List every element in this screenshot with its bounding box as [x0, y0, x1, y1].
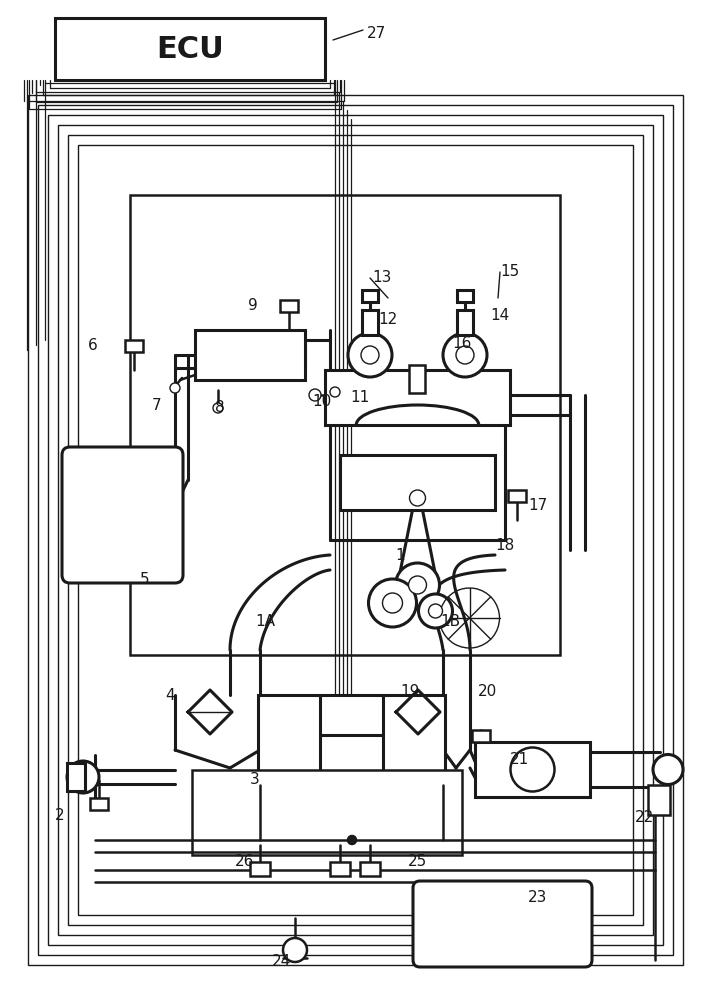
Circle shape — [67, 761, 99, 793]
Text: 1A: 1A — [255, 614, 275, 630]
Circle shape — [348, 333, 392, 377]
Circle shape — [368, 579, 417, 627]
Bar — [508, 490, 526, 502]
Circle shape — [653, 754, 683, 784]
Bar — [192, 770, 462, 855]
Circle shape — [429, 604, 442, 618]
Text: 27: 27 — [367, 25, 386, 40]
Text: 22: 22 — [635, 810, 654, 826]
Circle shape — [330, 387, 340, 397]
Circle shape — [418, 594, 452, 628]
Bar — [250, 862, 270, 876]
Circle shape — [309, 389, 321, 401]
Bar — [67, 763, 85, 791]
FancyBboxPatch shape — [62, 447, 183, 583]
Bar — [325, 370, 510, 425]
Circle shape — [510, 748, 555, 792]
Text: 21: 21 — [510, 752, 529, 768]
Bar — [475, 742, 590, 797]
Text: 2: 2 — [55, 808, 65, 822]
Text: 20: 20 — [478, 684, 497, 700]
Text: 8: 8 — [215, 400, 224, 416]
Circle shape — [456, 346, 474, 364]
Bar — [330, 862, 350, 876]
Circle shape — [348, 836, 356, 844]
Text: 14: 14 — [490, 308, 509, 322]
Bar — [457, 290, 473, 302]
Text: 18: 18 — [495, 538, 514, 552]
Circle shape — [213, 403, 223, 413]
Bar — [48, 115, 663, 945]
Text: 7: 7 — [152, 397, 162, 412]
Text: 3: 3 — [250, 772, 260, 788]
Text: 15: 15 — [500, 264, 519, 279]
Bar — [90, 798, 108, 810]
Text: 4: 4 — [165, 688, 175, 702]
Text: 24: 24 — [272, 954, 291, 970]
Text: 5: 5 — [140, 572, 150, 587]
Bar — [340, 455, 495, 510]
Bar — [125, 340, 143, 352]
Circle shape — [395, 563, 439, 607]
Text: ECU: ECU — [156, 34, 224, 64]
Text: 16: 16 — [452, 336, 471, 351]
Text: 17: 17 — [528, 497, 547, 512]
Text: 12: 12 — [378, 312, 398, 328]
Circle shape — [383, 593, 403, 613]
Bar — [68, 135, 643, 925]
Bar — [258, 695, 445, 785]
Bar — [648, 785, 670, 815]
Circle shape — [361, 346, 379, 364]
Bar — [362, 290, 378, 302]
Text: 9: 9 — [248, 298, 258, 312]
Text: 25: 25 — [408, 854, 427, 869]
Bar — [457, 310, 473, 335]
Circle shape — [443, 333, 487, 377]
Bar — [130, 195, 560, 655]
Bar — [409, 365, 425, 393]
Circle shape — [408, 576, 427, 594]
Bar — [360, 862, 380, 876]
Text: 13: 13 — [372, 270, 391, 286]
Text: 26: 26 — [235, 854, 254, 869]
Text: 1: 1 — [395, 548, 405, 562]
Bar — [472, 730, 490, 742]
Bar — [78, 145, 633, 915]
Circle shape — [283, 938, 307, 962]
Circle shape — [410, 490, 425, 506]
Text: 10: 10 — [312, 394, 332, 410]
Text: 11: 11 — [350, 390, 369, 406]
Text: 6: 6 — [88, 338, 98, 353]
Bar — [58, 125, 653, 935]
Text: 1B: 1B — [440, 614, 460, 630]
Bar — [55, 18, 325, 80]
Text: 23: 23 — [528, 890, 547, 906]
Text: 19: 19 — [400, 684, 420, 700]
Bar — [362, 310, 378, 335]
FancyBboxPatch shape — [413, 881, 592, 967]
Circle shape — [170, 383, 180, 393]
Bar — [28, 95, 683, 965]
Bar — [195, 330, 305, 380]
Bar — [280, 300, 298, 312]
Bar — [38, 105, 673, 955]
